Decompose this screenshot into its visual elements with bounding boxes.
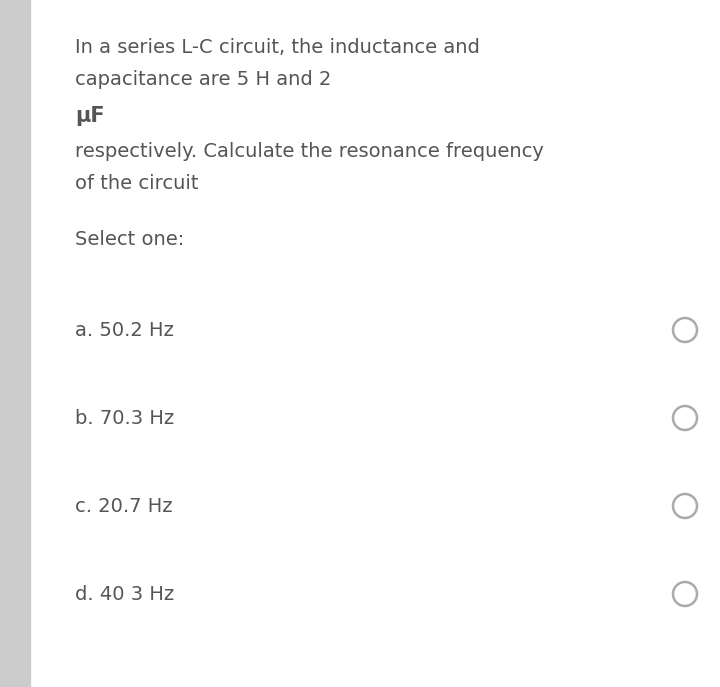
Text: respectively. Calculate the resonance frequency: respectively. Calculate the resonance fr… <box>75 142 544 161</box>
Text: of the circuit: of the circuit <box>75 174 199 193</box>
Text: d. 40 3 Hz: d. 40 3 Hz <box>75 585 174 603</box>
Bar <box>0 0 30 687</box>
Text: In a series L-C circuit, the inductance and: In a series L-C circuit, the inductance … <box>75 38 480 57</box>
Text: μF: μF <box>75 106 104 126</box>
Text: a. 50.2 Hz: a. 50.2 Hz <box>75 321 174 339</box>
Text: c. 20.7 Hz: c. 20.7 Hz <box>75 497 173 515</box>
Text: Select one:: Select one: <box>75 230 184 249</box>
Text: b. 70.3 Hz: b. 70.3 Hz <box>75 409 174 427</box>
Text: capacitance are 5 H and 2: capacitance are 5 H and 2 <box>75 70 331 89</box>
